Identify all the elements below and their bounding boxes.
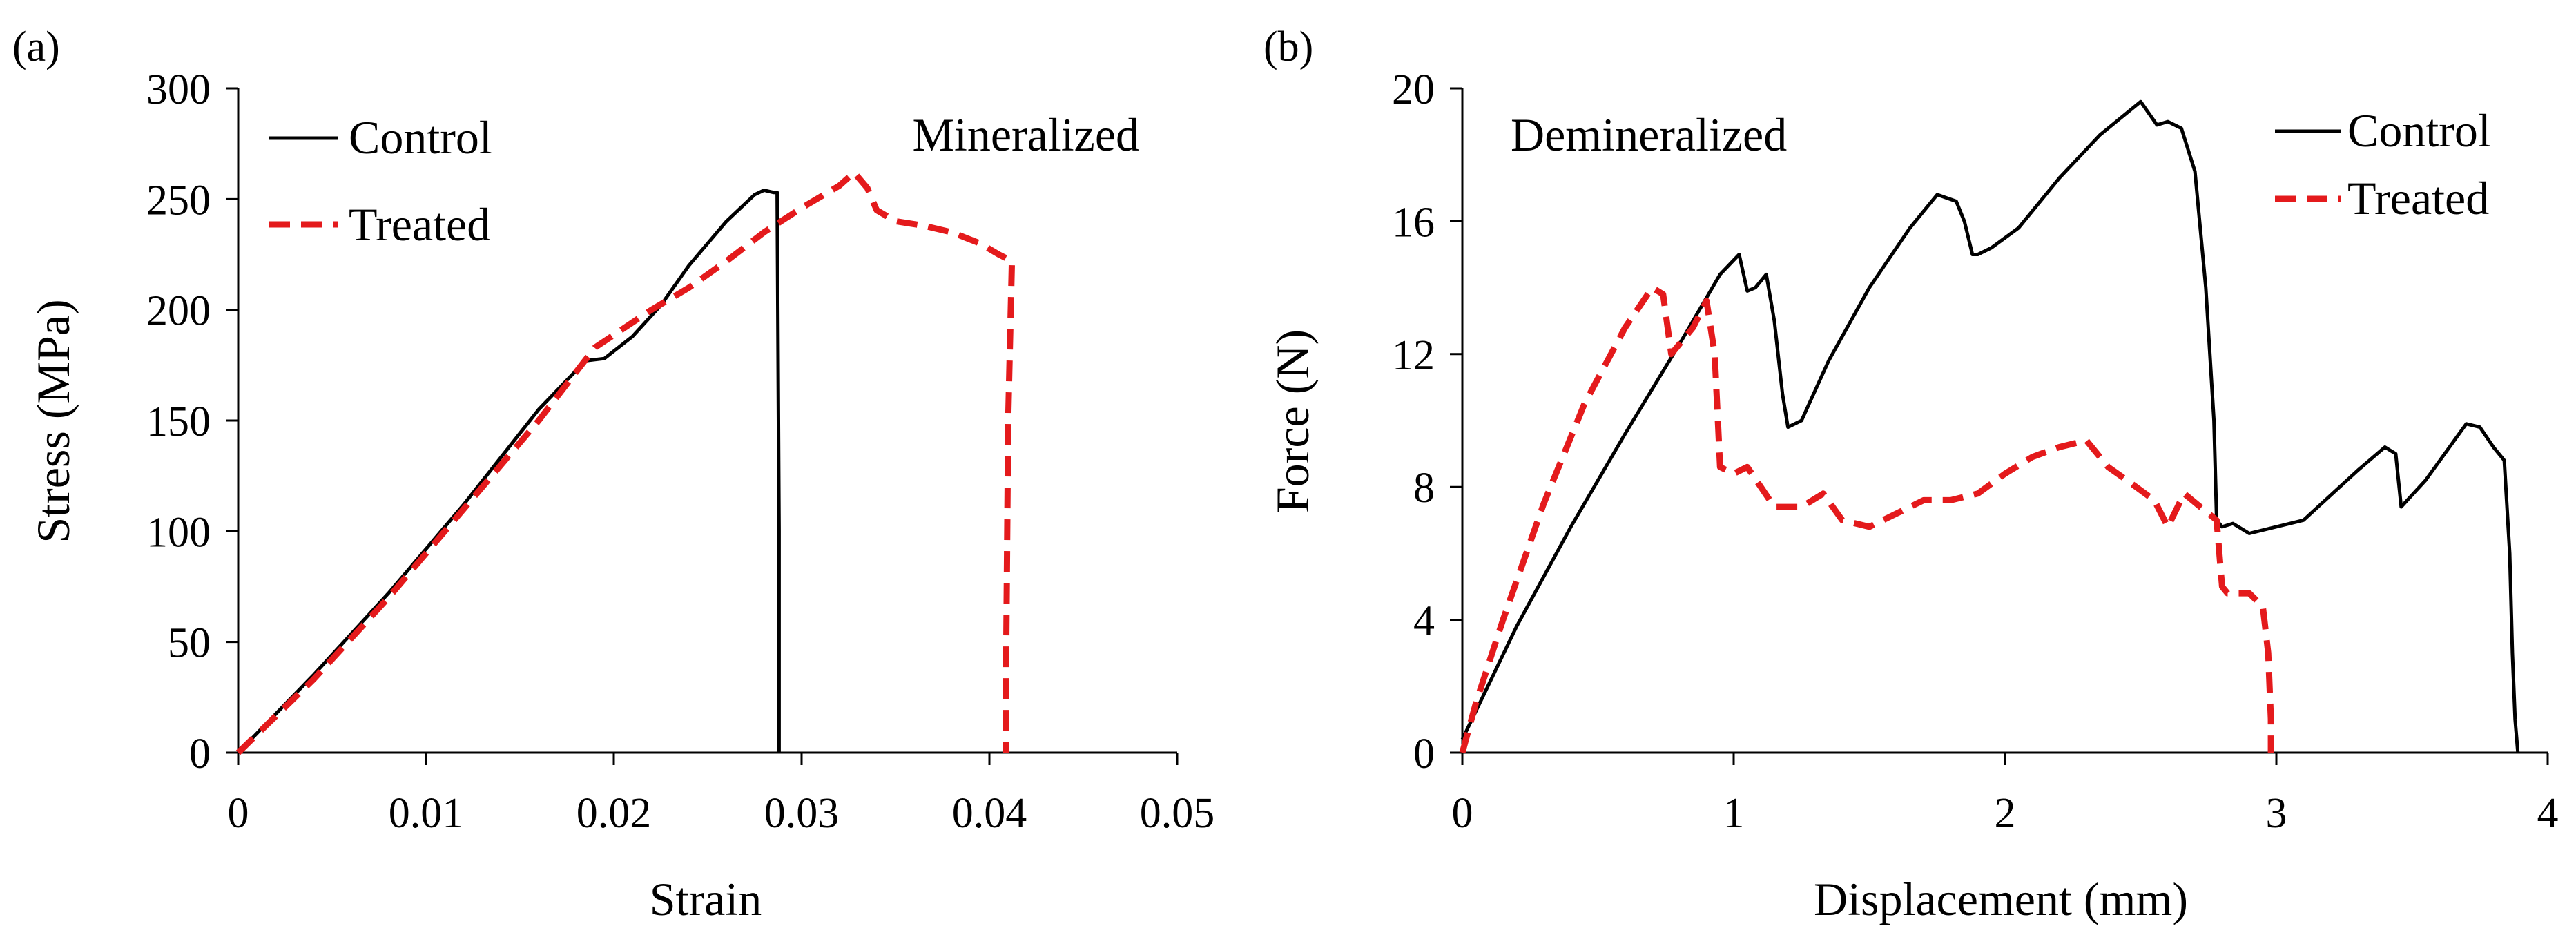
x-tick-label: 2 <box>1995 790 2016 837</box>
y-tick-label: 50 <box>168 620 211 667</box>
y-axis-label-b: Force (N) <box>1266 329 1319 513</box>
y-tick-label: 200 <box>146 288 211 335</box>
series-group-a <box>235 169 1016 755</box>
y-tick-label: 0 <box>1413 731 1435 778</box>
x-tick-label: 0.05 <box>1140 790 1215 837</box>
y-tick-label: 4 <box>1413 598 1435 645</box>
y-tick-label: 0 <box>189 731 211 778</box>
axis-ticks-a: 0 0.01 0.02 0.03 0.04 0.05 0 50 100 150 200 250 300 <box>146 66 1214 837</box>
x-tick-label: 3 <box>2266 790 2287 837</box>
chart-panel-a: 0 0.01 0.02 0.03 0.04 0.05050100150200250300 … <box>27 66 1214 925</box>
legend-label-control-b: Control <box>2347 104 2491 157</box>
y-axis-label-a: Stress (MPa) <box>27 299 79 543</box>
x-tick-label: 0.02 <box>577 790 652 837</box>
y-tick-label: 8 <box>1413 465 1435 512</box>
y-tick-label: 300 <box>146 66 211 113</box>
y-tick-label: 150 <box>146 398 211 445</box>
x-tick-label: 0.03 <box>764 790 840 837</box>
chart-annotation-a: Mineralized <box>912 108 1139 161</box>
y-tick-label: 20 <box>1392 66 1435 113</box>
x-tick-label: 0 <box>1452 790 1473 837</box>
legend-a: Control Treated <box>269 111 492 251</box>
series-line-treated <box>235 169 1016 755</box>
x-tick-label: 0.01 <box>389 790 464 837</box>
x-tick-label: 0.04 <box>952 790 1027 837</box>
x-tick-label: 4 <box>2537 790 2559 837</box>
x-axis-label-a: Strain <box>650 873 762 925</box>
legend-label-control-a: Control <box>349 111 492 164</box>
x-tick-label: 1 <box>1723 790 1745 837</box>
y-tick-label: 16 <box>1392 199 1435 246</box>
series-line-control <box>1460 99 2520 753</box>
x-tick-label: 0 <box>228 790 249 837</box>
y-tick-label: 100 <box>146 509 211 556</box>
series-line-control <box>237 189 781 754</box>
series-group-b <box>1459 99 2520 754</box>
legend-label-treated-b: Treated <box>2347 172 2489 224</box>
x-axis-label-b: Displacement (mm) <box>1814 873 2188 925</box>
y-tick-label: 250 <box>146 177 211 224</box>
legend-b: Control Treated <box>2275 104 2491 224</box>
legend-label-treated-a: Treated <box>349 198 490 251</box>
panel-b-tag: (b) <box>1263 23 1313 70</box>
chart-annotation-b: Demineralized <box>1511 108 1787 161</box>
y-tick-label: 12 <box>1392 332 1435 379</box>
series-line-treated <box>1459 284 2274 754</box>
panel-a-tag: (a) <box>12 23 60 70</box>
